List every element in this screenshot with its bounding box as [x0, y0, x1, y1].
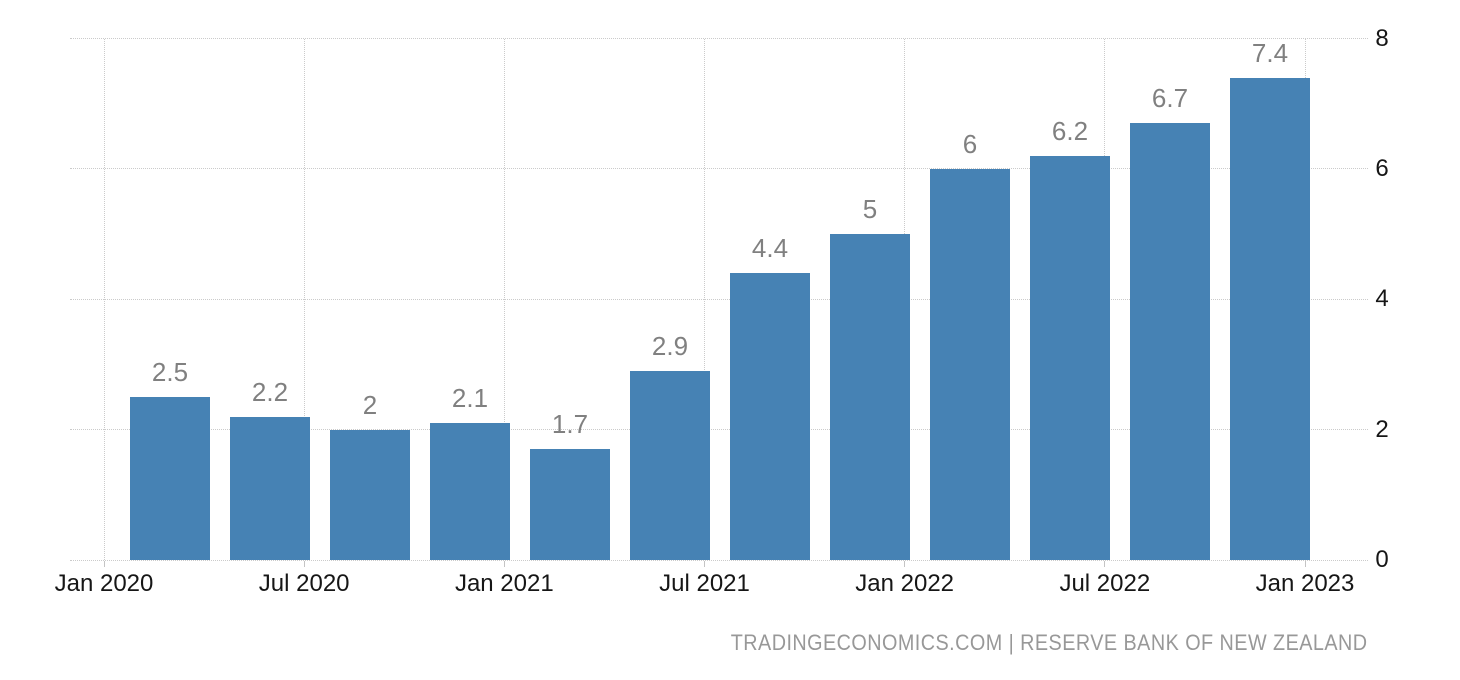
- bar[interactable]: [230, 416, 310, 560]
- v-gridline: [303, 38, 305, 560]
- x-axis-label: Jul 2021: [659, 570, 750, 597]
- bar-value-label: 5: [862, 194, 878, 225]
- x-axis-tick: [503, 561, 505, 567]
- bar-value-label: 6.2: [1051, 115, 1089, 146]
- x-axis-tick: [1104, 561, 1106, 567]
- v-gridline: [704, 38, 705, 560]
- v-gridline: [503, 38, 505, 560]
- x-axis-tick: [1304, 561, 1306, 567]
- bar[interactable]: [530, 449, 610, 560]
- bar[interactable]: [1130, 123, 1210, 560]
- y-axis-label: 6: [1375, 154, 1389, 182]
- x-axis-label: Jan 2023: [1255, 570, 1355, 597]
- bar[interactable]: [1030, 155, 1110, 560]
- bar-value-label: 2: [362, 389, 378, 420]
- h-gridline: [70, 429, 1368, 431]
- x-axis-label: Jan 2022: [855, 570, 955, 597]
- bar[interactable]: [1230, 77, 1310, 560]
- bar-value-label: 2.9: [651, 330, 689, 361]
- bar[interactable]: [930, 168, 1010, 560]
- bar-value-label: 2.2: [251, 376, 289, 407]
- y-axis-label: 4: [1375, 285, 1389, 313]
- bar-value-label: 4.4: [751, 233, 789, 264]
- bar-value-label: 2.5: [151, 357, 189, 388]
- h-gridline: [70, 298, 1368, 300]
- bar[interactable]: [130, 397, 210, 560]
- x-axis-label: Jan 2021: [454, 570, 554, 597]
- bar-value-label: 1.7: [551, 409, 589, 440]
- x-axis-label: Jan 2020: [54, 570, 154, 597]
- bar[interactable]: [730, 273, 810, 560]
- bar-value-label: 7.4: [1251, 37, 1289, 68]
- y-axis-label: 2: [1375, 415, 1389, 443]
- bar-value-label: 6.7: [1151, 83, 1189, 114]
- bar[interactable]: [330, 429, 410, 560]
- bar-value-label: 6: [962, 128, 978, 159]
- x-axis-tick: [904, 561, 906, 567]
- x-axis-label: Jul 2020: [258, 570, 350, 597]
- attribution-text: TRADINGECONOMICS.COM | RESERVE BANK OF N…: [731, 630, 1368, 655]
- x-axis-tick: [704, 561, 705, 567]
- h-gridline: [70, 559, 1368, 561]
- bar[interactable]: [830, 234, 910, 560]
- bar-value-label: 2.1: [451, 383, 489, 414]
- bar[interactable]: [630, 370, 710, 560]
- x-axis-tick: [103, 561, 105, 567]
- y-axis-label: 0: [1375, 546, 1389, 573]
- y-axis-label: 8: [1375, 24, 1389, 52]
- v-gridline: [103, 38, 105, 560]
- bar[interactable]: [430, 423, 510, 560]
- x-axis-tick: [303, 561, 305, 567]
- x-axis-label: Jul 2022: [1059, 570, 1151, 597]
- h-gridline: [70, 168, 1368, 170]
- h-gridline: [70, 38, 1368, 39]
